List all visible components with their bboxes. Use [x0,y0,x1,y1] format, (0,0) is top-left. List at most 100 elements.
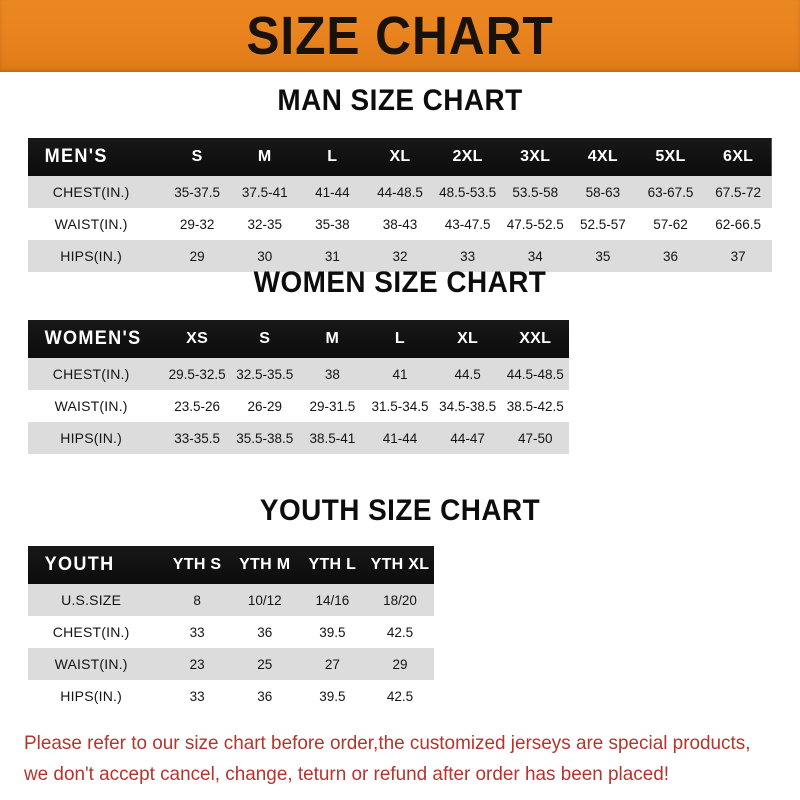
men-row-label: HIPS(IN.) [28,240,164,272]
measurement-cell: 57-62 [636,208,705,240]
footer-disclaimer: Please refer to our size chart before or… [24,728,757,790]
men-table-header-row: MEN'S S M L XL 2XL 3XL 4XL 5XL 6XL [28,138,772,176]
measurement-cell: 42.5 [366,616,434,648]
men-size-column-header: S [191,148,203,165]
measurement-cell: 26-29 [230,390,299,422]
measurement-cell: 44.5-48.5 [501,358,570,390]
table-spacer-cell [636,648,705,680]
measurement-cell: 37.5-41 [230,176,299,208]
youth-size-column-header: YTH XL [370,556,430,573]
table-spacer-cell [636,422,705,454]
measurement-cell: 53.5-58 [501,176,570,208]
men-size-column-header: M [257,148,272,165]
measurement-cell: 35-38 [298,208,367,240]
women-row-label: HIPS(IN.) [28,422,164,454]
table-spacer-cell [433,616,502,648]
table-spacer-cell [704,358,772,390]
table-row: WAIST(IN.) 23.5-26 26-29 29-31.5 31.5-34.5 34… [28,390,772,422]
table-spacer-cell [569,584,637,616]
table-row: U.S.SIZE 8 10/12 14/16 18/20 [28,584,772,616]
measurement-cell: 33 [163,680,231,712]
measurement-cell: 18/20 [366,584,434,616]
youth-row-label: CHEST(IN.) [28,616,164,648]
men-size-column-header: 3XL [520,148,551,165]
measurement-cell: 34.5-38.5 [433,390,502,422]
women-size-column-header: M [325,330,340,347]
banner-title: SIZE CHART [246,6,554,66]
section-title-women: WOMEN SIZE CHART [253,266,547,299]
table-row: HIPS(IN.) 33 36 39.5 42.5 [28,680,772,712]
youth-size-column-header: YTH M [239,556,291,573]
measurement-cell: 38-43 [366,208,434,240]
women-size-column-header: XS [186,330,209,347]
measurement-cell: 36 [230,616,299,648]
measurement-cell: 33 [433,240,502,272]
measurement-cell: 33-35.5 [163,422,231,454]
table-spacer-cell [433,584,502,616]
table-spacer-cell [569,358,637,390]
table-spacer-cell [569,390,637,422]
table-spacer-cell [501,546,570,584]
measurement-cell: 38.5-42.5 [501,390,570,422]
measurement-cell: 29.5-32.5 [163,358,231,390]
table-spacer-cell [569,648,637,680]
measurement-cell: 33 [163,616,231,648]
measurement-cell: 29 [366,648,434,680]
measurement-cell: 10/12 [230,584,299,616]
youth-size-column-header: YTH S [172,556,222,573]
table-row: CHEST(IN.) 35-37.5 37.5-41 41-44 44-48.5 48.5… [28,176,772,208]
measurement-cell: 34 [501,240,570,272]
measurement-cell: 32-35 [230,208,299,240]
table-spacer-cell [433,680,502,712]
men-size-column-header: L [327,148,338,165]
table-spacer-cell [636,390,705,422]
women-row-label: WAIST(IN.) [28,390,164,422]
table-spacer-cell [704,584,772,616]
men-size-column-header: 4XL [587,148,618,165]
men-size-column-header: 2XL [452,148,483,165]
women-size-column-header: XXL [519,330,552,347]
table-spacer-cell [636,584,705,616]
measurement-cell: 67.5-72 [704,176,772,208]
measurement-cell: 47-50 [501,422,570,454]
table-spacer-cell [704,422,772,454]
table-row: HIPS(IN.) 33-35.5 35.5-38.5 38.5-41 41-44 44-… [28,422,772,454]
table-row: CHEST(IN.) 33 36 39.5 42.5 [28,616,772,648]
women-size-column-header: XL [457,330,479,347]
men-table-header-label: MEN'S [44,146,108,167]
measurement-cell: 41-44 [366,422,434,454]
table-spacer-cell [704,680,772,712]
footer-line-1: Please refer to our size chart before or… [24,732,751,754]
men-row-label: WAIST(IN.) [28,208,164,240]
measurement-cell: 62-66.5 [704,208,772,240]
youth-row-label: HIPS(IN.) [28,680,164,712]
youth-row-label: WAIST(IN.) [28,648,164,680]
table-spacer-cell [569,320,637,358]
footer-line-2: we don't accept cancel, change, teturn o… [24,763,670,785]
table-spacer-cell [501,616,570,648]
table-spacer-cell [704,648,772,680]
table-spacer-cell [569,680,637,712]
measurement-cell: 30 [230,240,299,272]
measurement-cell: 39.5 [298,616,367,648]
section-title-youth: YOUTH SIZE CHART [259,494,541,527]
measurement-cell: 36 [230,680,299,712]
measurement-cell: 32 [366,240,434,272]
measurement-cell: 14/16 [298,584,367,616]
measurement-cell: 39.5 [298,680,367,712]
men-size-column-header: XL [389,148,411,165]
measurement-cell: 58-63 [569,176,637,208]
measurement-cell: 43-47.5 [433,208,502,240]
measurement-cell: 29 [163,240,231,272]
men-size-table: MEN'S S M L XL 2XL 3XL 4XL 5XL 6XL CHEST(IN.) 35-37… [28,138,772,272]
measurement-cell: 44.5 [433,358,502,390]
measurement-cell: 23.5-26 [163,390,231,422]
measurement-cell: 25 [230,648,299,680]
men-size-column-header: 5XL [655,148,686,165]
women-table-header-label: WOMEN'S [44,328,142,349]
table-row: WAIST(IN.) 23 25 27 29 [28,648,772,680]
measurement-cell: 32.5-35.5 [230,358,299,390]
table-spacer-cell [569,546,637,584]
table-row: CHEST(IN.) 29.5-32.5 32.5-35.5 38 41 44.5 44.5… [28,358,772,390]
section-title-man: MAN SIZE CHART [277,84,523,117]
